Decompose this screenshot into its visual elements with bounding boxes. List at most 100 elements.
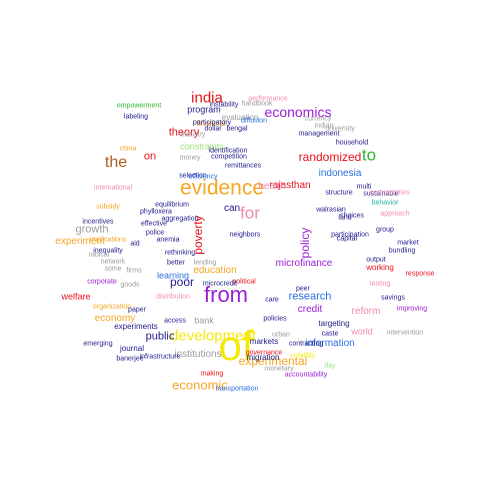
cloud-word: economic [172,377,228,393]
cloud-word: world [351,326,373,337]
cloud-word: equilibrium [155,201,189,209]
cloud-word: can [223,203,241,214]
cloud-word: bundling [388,247,416,255]
cloud-word: efficiency [188,173,218,181]
cloud-word: infrastructure [139,353,181,361]
cloud-word: testing [369,280,391,288]
cloud-word: making [200,370,224,378]
cloud-word: financial [196,119,226,128]
cloud-word: participatory [192,119,232,127]
cloud-word: poor [169,275,195,289]
cloud-word: economy [94,313,136,324]
cloud-word: university [325,125,355,133]
cloud-word: credit [297,304,323,315]
cloud-word: health [258,181,286,192]
cloud-word: information [305,338,355,349]
cloud-word: inequality [93,247,123,255]
cloud-word: experiment [55,236,105,247]
cloud-word: contracting [288,340,324,348]
cloud-word: incentives [82,218,114,226]
cloud-word: structure [325,189,353,197]
cloud-word: multi [356,183,372,191]
cloud-word: experimental [238,354,308,368]
cloud-word: some [104,265,122,273]
cloud-word: learning [156,270,190,281]
cloud-word: market [397,239,419,247]
cloud-word: banerjee [116,355,144,363]
cloud-word: sustainable [363,190,399,198]
cloud-word: output [366,256,386,264]
cloud-word: communities [370,189,410,197]
cloud-word: behavior [371,199,399,207]
cloud-word: from [204,282,248,307]
cloud-word: of [218,322,254,369]
cloud-word: identification [208,147,248,155]
cloud-word: remittances [224,162,262,170]
cloud-word: emerging [83,340,113,348]
cloud-word: distribution [156,293,190,301]
cloud-word: institutions [174,349,222,360]
cloud-word: experiments [114,322,158,331]
cloud-word: peer [295,285,311,293]
cloud-word: currency [304,115,332,123]
cloud-word: evidence [179,176,265,200]
cloud-word: intervention [386,329,424,337]
cloud-word: lending [193,259,217,267]
cloud-word: political [232,278,256,286]
cloud-word: selection [179,172,207,180]
cloud-word: day [324,362,336,370]
cloud-word: rajasthan [269,180,311,191]
cloud-word: aggregation [161,215,199,223]
cloud-word: participation [331,231,369,239]
cloud-word: china [119,145,137,153]
cloud-word: neighbors [229,231,261,239]
cloud-word: policy [298,227,312,259]
cloud-word: india [191,89,223,107]
cloud-word: management [298,130,340,138]
cloud-word: for [240,203,260,223]
cloud-word: reform [351,306,381,317]
cloud-word: development [170,327,256,345]
cloud-word: access [164,317,186,325]
cloud-word: monetary [264,365,294,373]
cloud-word: to [361,145,377,165]
cloud-word: improving [396,305,428,313]
cloud-word: constraints [180,141,224,152]
cloud-word: microcredit [202,280,238,288]
cloud-word: randomized [298,150,362,164]
cloud-word: capital [336,235,358,243]
cloud-word: performance [248,95,288,103]
cloud-word: rethinking [164,249,196,257]
cloud-word: program [187,104,221,115]
cloud-word: care [265,296,279,304]
cloud-word: organization [92,303,132,311]
cloud-word: walrasian [316,206,346,214]
cloud-word: dollar [204,125,222,133]
cloud-word: network [100,258,126,266]
cloud-word: land [338,214,352,222]
cloud-word: growth [75,223,109,236]
cloud-word: markets [249,337,279,346]
cloud-word: competition [211,153,247,161]
cloud-word: working [366,263,394,272]
cloud-word: migration [246,353,280,362]
cloud-word: targeting [318,319,350,328]
cloud-word: corporate [87,278,117,286]
cloud-word: instability [209,101,239,109]
cloud-word: subsidy [96,203,120,211]
cloud-word: theory [168,126,200,139]
cloud-word: effective [141,220,167,228]
cloud-word: aid [130,240,140,248]
cloud-word: response [405,270,435,278]
cloud-word: indonesia [318,168,362,179]
cloud-word: anemia [156,236,180,244]
cloud-word: better [167,259,185,267]
cloud-word: savings [381,294,405,302]
cloud-word: welfare [61,291,91,302]
cloud-word: implications [89,236,127,244]
cloud-word: the [104,154,128,171]
cloud-word: governance [245,349,283,357]
cloud-word: urban [272,331,290,339]
cloud-word: transportation [215,385,259,393]
cloud-word: household [335,139,369,147]
